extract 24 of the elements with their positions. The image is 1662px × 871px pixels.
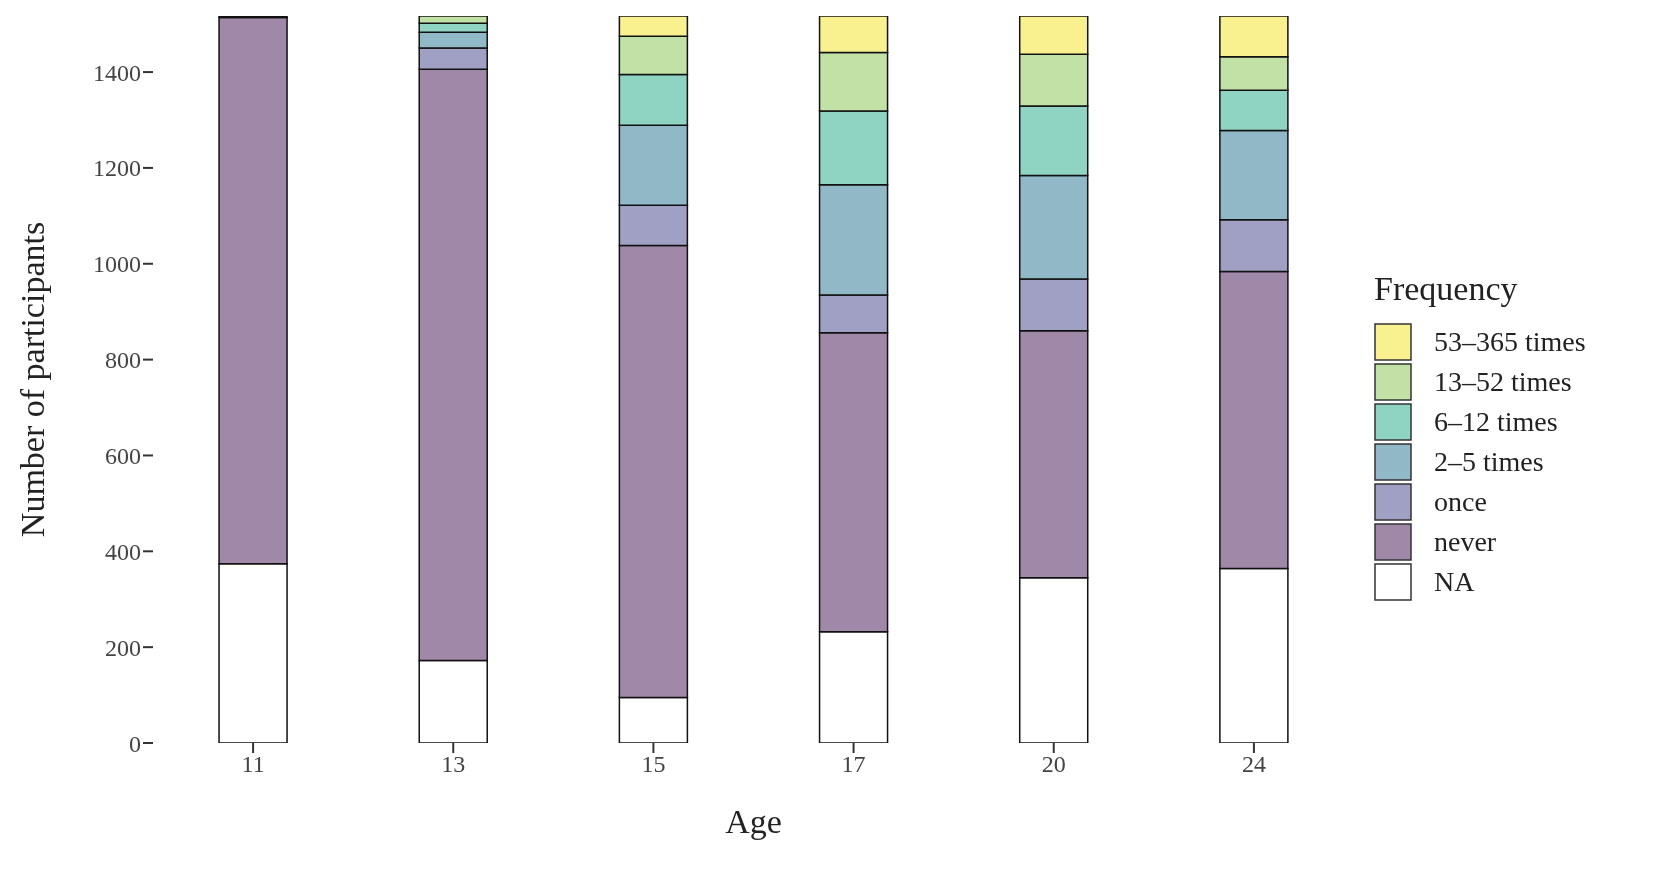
y-tick-label: 0	[129, 730, 141, 757]
legend-label: 2–5 times	[1434, 445, 1544, 478]
y-tick-label: 800	[105, 347, 141, 374]
legend-label: 6–12 times	[1434, 405, 1558, 438]
x-tick-label: 20	[1041, 751, 1066, 778]
legend-label: once	[1434, 485, 1487, 518]
legend-label: 13–52 times	[1434, 365, 1572, 398]
x-axis-title: Age	[725, 803, 782, 840]
y-tick-label: 1400	[93, 59, 141, 86]
legend-label: 53–365 times	[1434, 325, 1586, 358]
y-tick-label: 1000	[93, 251, 141, 278]
x-tick-label: 15	[641, 751, 666, 778]
legend-title: Frequency	[1374, 269, 1519, 308]
y-tick-label: 600	[105, 442, 141, 469]
y-tick-label: 400	[105, 538, 141, 565]
y-tick-label: 1200	[93, 155, 141, 182]
x-tick-label: 17	[841, 751, 866, 778]
x-tick-label: 24	[1241, 751, 1266, 778]
y-axis-title: Number of participants	[14, 221, 52, 538]
x-tick-label: 13	[441, 751, 466, 778]
legend-label: never	[1434, 525, 1497, 558]
text: NA	[1434, 565, 1475, 598]
x-tick-label: 11	[241, 751, 265, 778]
y-tick-label: 200	[105, 634, 141, 661]
